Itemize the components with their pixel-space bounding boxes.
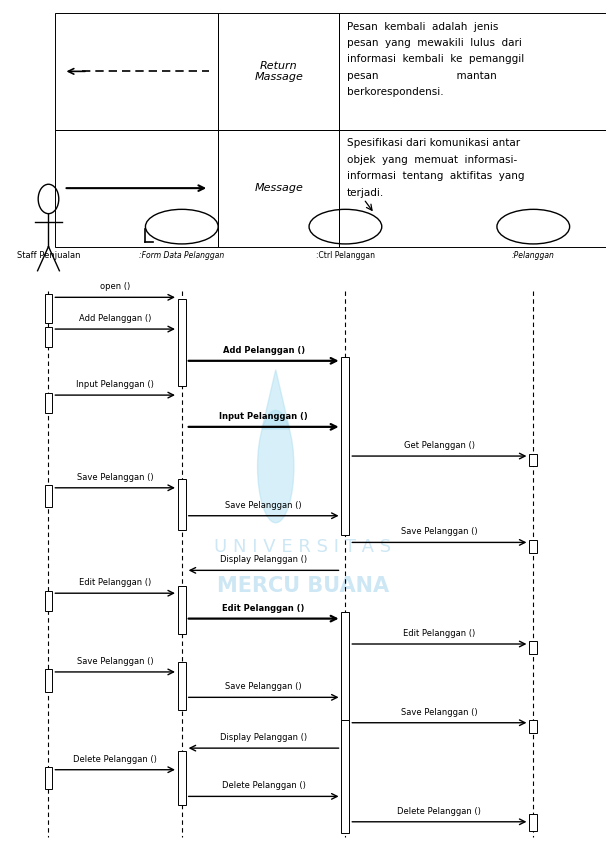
Text: open (): open () — [100, 282, 130, 292]
Text: :Ctrl Pelanggan: :Ctrl Pelanggan — [316, 251, 375, 260]
Bar — [342, 721, 349, 833]
Bar — [45, 326, 52, 347]
Text: U N I V E R S I T A S: U N I V E R S I T A S — [215, 539, 391, 556]
Text: Edit Pelanggan (): Edit Pelanggan () — [403, 629, 476, 638]
Text: Edit Pelanggan (): Edit Pelanggan () — [79, 578, 152, 587]
Bar — [45, 670, 52, 692]
Bar — [218, 13, 339, 130]
Text: Edit Pelanggan (): Edit Pelanggan () — [222, 604, 305, 612]
Text: :Form Data Pelanggan: :Form Data Pelanggan — [139, 251, 224, 260]
Text: Add Pelanggan (): Add Pelanggan () — [79, 314, 152, 323]
Bar — [339, 13, 606, 130]
Ellipse shape — [258, 410, 294, 522]
Text: Save Pelanggan (): Save Pelanggan () — [77, 657, 153, 666]
Bar — [178, 298, 185, 386]
Bar — [530, 642, 538, 654]
Bar — [45, 767, 52, 789]
Text: Display Pelanggan (): Display Pelanggan () — [220, 555, 307, 564]
Text: :Pelanggan: :Pelanggan — [512, 251, 554, 260]
Bar — [55, 13, 218, 130]
Bar — [178, 751, 185, 805]
Text: Delete Pelanggan (): Delete Pelanggan () — [222, 781, 305, 791]
Text: Delete Pelanggan (): Delete Pelanggan () — [73, 754, 157, 764]
Bar — [530, 540, 538, 553]
Text: Input Pelanggan (): Input Pelanggan () — [219, 412, 308, 420]
Text: Pesan  kembali  adalah  jenis
pesan  yang  mewakili  lulus  dari
informasi  kemb: Pesan kembali adalah jenis pesan yang me… — [347, 22, 524, 97]
Text: Message: Message — [255, 183, 303, 193]
Text: MERCU BUANA: MERCU BUANA — [217, 575, 389, 596]
Bar — [339, 130, 606, 247]
Bar — [178, 586, 185, 634]
Bar — [342, 357, 349, 535]
Bar — [45, 591, 52, 611]
Polygon shape — [262, 369, 290, 429]
Text: Save Pelanggan (): Save Pelanggan () — [225, 501, 302, 509]
Text: Staff Penjualan: Staff Penjualan — [17, 251, 80, 260]
Bar — [530, 721, 538, 733]
Bar — [218, 130, 339, 247]
Text: Get Pelanggan (): Get Pelanggan () — [404, 441, 475, 450]
Bar — [342, 612, 349, 725]
Bar — [55, 130, 218, 247]
Bar — [45, 393, 52, 413]
Bar — [45, 485, 52, 507]
Text: Save Pelanggan (): Save Pelanggan () — [225, 682, 302, 691]
Bar — [178, 662, 185, 710]
Text: Save Pelanggan (): Save Pelanggan () — [401, 708, 478, 717]
Text: Return
Massage: Return Massage — [255, 61, 303, 82]
Text: Save Pelanggan (): Save Pelanggan () — [401, 528, 478, 536]
Text: Add Pelanggan (): Add Pelanggan () — [222, 346, 305, 355]
Bar — [530, 453, 538, 466]
Text: Spesifikasi dari komunikasi antar
objek  yang  memuat  informasi-
informasi  ten: Spesifikasi dari komunikasi antar objek … — [347, 138, 524, 197]
Bar — [178, 479, 185, 529]
Text: Save Pelanggan (): Save Pelanggan () — [77, 473, 153, 482]
Bar — [530, 814, 538, 830]
Text: Delete Pelanggan (): Delete Pelanggan () — [398, 807, 481, 816]
Text: Display Pelanggan (): Display Pelanggan () — [220, 733, 307, 742]
Text: Input Pelanggan (): Input Pelanggan () — [76, 380, 154, 389]
Bar — [45, 293, 52, 323]
